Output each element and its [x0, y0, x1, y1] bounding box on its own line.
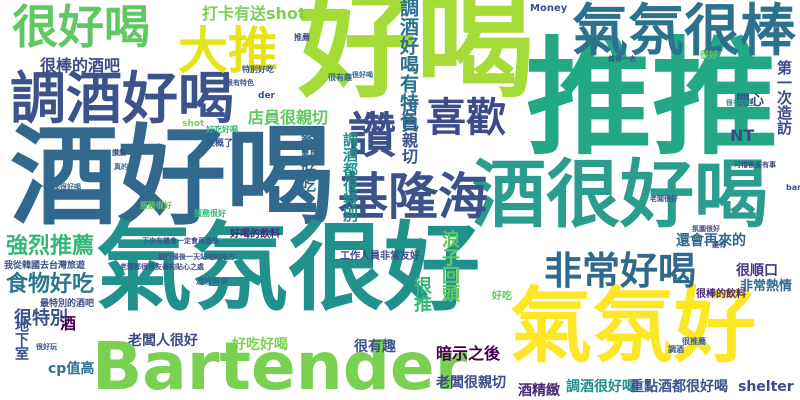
word: 還有	[712, 241, 726, 249]
word: 推薦	[294, 33, 310, 42]
word: 調酒很好喝	[566, 379, 636, 395]
word: bar	[786, 183, 800, 192]
word: 很推薦	[682, 337, 706, 346]
word: 氛圍很好	[692, 225, 720, 233]
word: 下次有機會一定會再造訪	[142, 237, 219, 245]
word: 老闆人很好	[128, 333, 198, 349]
word: 大推	[178, 22, 278, 80]
word: 很好喝	[12, 0, 150, 54]
word: 我從韓國去台灣旅遊	[4, 261, 86, 271]
word: 基隆海	[338, 168, 488, 226]
word: 調酒好喝	[10, 67, 234, 132]
word: 真的推	[114, 163, 135, 171]
word: 很棒的飲料	[696, 289, 746, 300]
word: 氣氛好	[510, 279, 757, 374]
word: 工作人員非常友好	[340, 251, 420, 262]
word: 很好喝	[352, 71, 373, 79]
word: 浪子回頭	[439, 230, 460, 302]
word: 暗示之後	[436, 344, 501, 363]
word: 非常熱情	[740, 279, 793, 294]
word: 服務很好	[194, 209, 226, 218]
word: 食物好吃	[6, 272, 95, 297]
word: 餐點好吃	[299, 132, 317, 192]
word: 很有特色	[226, 79, 254, 87]
word: 第一次造訪	[775, 60, 793, 135]
word: Bartender	[92, 328, 468, 400]
word: der	[258, 91, 275, 101]
word: 很好	[700, 51, 719, 61]
word: 很特別	[14, 308, 68, 329]
word: 可惜後面有事	[734, 161, 776, 169]
word: 還想再來	[196, 277, 228, 286]
word: 老闆很親切	[436, 375, 506, 391]
word: 讚	[348, 108, 397, 164]
word: 喜歡	[426, 95, 506, 141]
word: 很有趣	[328, 73, 352, 82]
word: 氣氛很好	[96, 212, 480, 324]
word: 很好玩	[36, 343, 57, 351]
word: 特別好吃	[242, 65, 274, 74]
word: 調酒好喝有特色	[397, 0, 419, 131]
word: 很有趣	[354, 339, 396, 355]
word: 強烈推薦	[6, 234, 95, 259]
word: 重點酒都很好喝	[630, 379, 728, 395]
word: shelter	[738, 379, 794, 395]
word: 店員很親切	[248, 108, 329, 127]
word: 打卡有送shot	[202, 4, 306, 23]
word: 開心	[736, 93, 764, 109]
word: 好喝	[298, 0, 535, 114]
word: 好吃好喝	[232, 337, 288, 353]
word: 很順口	[736, 263, 778, 279]
word: 很有特色	[726, 99, 754, 107]
word: 氣氛很棒	[572, 0, 796, 64]
word: 酒精緻	[518, 383, 560, 399]
word: 調酒都很特別	[341, 132, 359, 222]
word: 地下室	[13, 318, 29, 360]
word: 服務很好	[140, 201, 172, 210]
word: 調酒	[668, 345, 684, 354]
word: 好吃	[492, 291, 512, 302]
word: 老闆都很很友善的貼心之處	[120, 263, 204, 271]
word: shot	[182, 119, 205, 129]
word: 很棒的酒吧	[40, 56, 121, 75]
word: 老闆很好	[650, 195, 678, 203]
word: 推推	[526, 25, 778, 172]
word: 大概了	[206, 139, 234, 149]
word: 每一杯都很好喝	[32, 183, 81, 191]
word: 店員親切	[399, 100, 418, 164]
word: 酒好喝	[10, 115, 335, 240]
word: 好喝的飲料	[230, 229, 280, 240]
word: 非常好喝	[544, 249, 697, 293]
word: 還會再來的	[676, 233, 746, 249]
word: 好吃好喝	[206, 125, 238, 134]
word: 旅行最後一天站吧的地方	[158, 253, 235, 261]
word: Money	[530, 3, 568, 14]
word: 讚讚	[112, 149, 126, 157]
word: cp值高	[48, 361, 95, 377]
word: 很推	[411, 276, 432, 312]
word: 最特別的酒吧	[40, 299, 95, 309]
word: 值得一去	[608, 55, 636, 63]
word: 酒	[60, 314, 77, 333]
word: NT	[730, 126, 755, 145]
word: 酒很好喝	[472, 152, 768, 238]
